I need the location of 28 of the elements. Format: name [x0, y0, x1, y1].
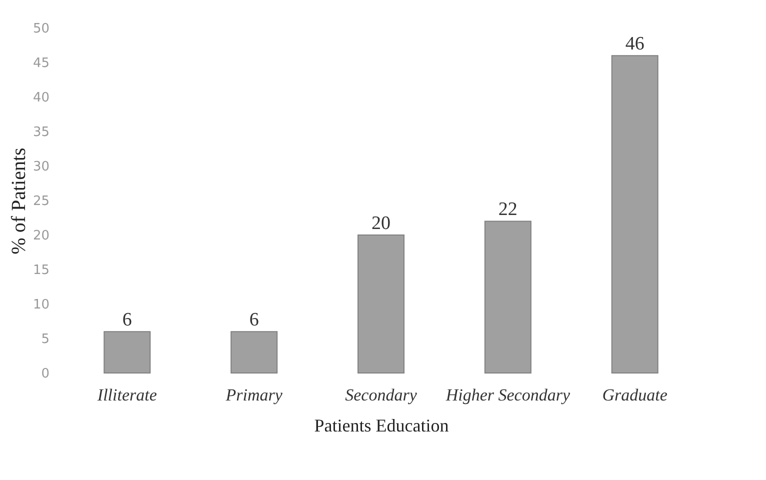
data-label: 20 — [372, 213, 390, 234]
y-tick-label: 45 — [32, 56, 50, 71]
x-tick-label: Primary — [224, 386, 283, 404]
bar — [358, 234, 404, 374]
y-tick-label: 5 — [41, 332, 50, 347]
x-tick-label: Graduate — [602, 386, 668, 404]
x-tick-label: Higher Secondary — [444, 386, 570, 404]
data-label: 6 — [122, 310, 132, 331]
data-label: 6 — [249, 310, 259, 331]
y-tick-label: 35 — [32, 125, 50, 140]
y-tick-label: 30 — [32, 160, 50, 174]
y-tick-label: 20 — [32, 228, 50, 244]
y-tick-label: 50 — [32, 22, 50, 36]
y-tick-label: 25 — [32, 194, 50, 209]
data-label: 46 — [625, 34, 644, 55]
x-tick-label: Illiterate — [96, 386, 158, 404]
data-label: 22 — [498, 199, 518, 220]
bar — [611, 55, 658, 374]
y-tick-label: 10 — [32, 298, 50, 312]
x-axis-title: Patients Education — [314, 416, 449, 436]
bar — [230, 331, 278, 374]
bar — [484, 220, 532, 374]
bar — [104, 331, 151, 374]
y-tick-label: 40 — [32, 90, 50, 106]
x-tick-label: Secondary — [345, 386, 418, 404]
y-axis-title: % of Patients — [8, 147, 30, 254]
y-tick-label: 15 — [32, 263, 50, 278]
y-tick-label: 0 — [41, 366, 50, 382]
